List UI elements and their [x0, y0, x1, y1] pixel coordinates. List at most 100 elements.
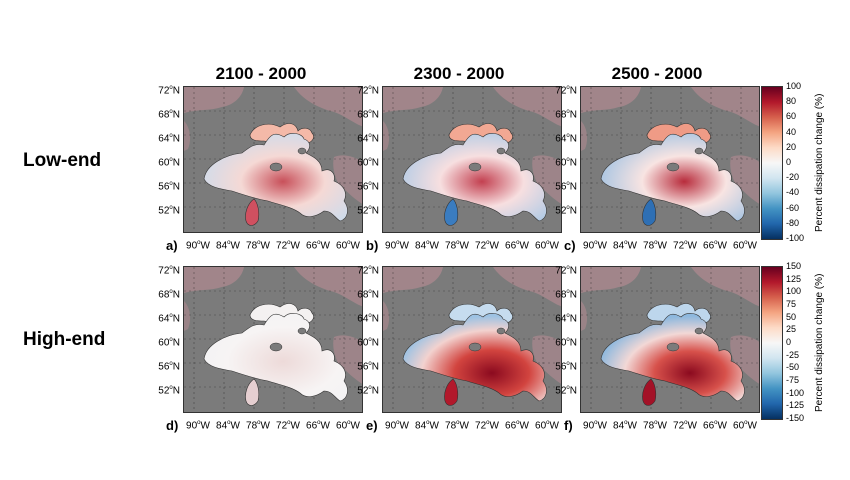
colorbar-tick: -75: [786, 375, 800, 385]
colorbar-tick: 125: [786, 273, 802, 284]
colorbar-tick: 50: [786, 311, 797, 322]
colorbar-low-end: [761, 86, 783, 240]
colorbar-tick: -60: [786, 202, 800, 213]
latitude-tick: 56oN: [158, 361, 180, 373]
latitude-tick: 52oN: [555, 205, 577, 217]
colorbar-label-high-end: Percent dissipation change (%): [814, 273, 825, 412]
latitude-tick: 72oN: [357, 85, 379, 97]
land-mass: [493, 267, 561, 307]
colorbar-tick: -40: [786, 187, 800, 198]
land-mass: [581, 87, 641, 113]
land-mass: [581, 121, 588, 151]
latitude-tick: 68oN: [158, 109, 180, 121]
island: [269, 162, 283, 172]
colorbar-tick: 0: [786, 337, 792, 347]
land-mass: [184, 267, 244, 293]
latitude-tick: 56oN: [357, 181, 379, 193]
longitude-tick: 84oW: [415, 420, 439, 432]
land-mass: [493, 87, 561, 127]
island: [297, 327, 307, 335]
latitude-tick: 60oN: [158, 337, 180, 349]
column-title-2100: 2100 - 2000: [215, 64, 307, 83]
longitude-tick: 78oW: [246, 420, 270, 432]
land-mass: [532, 155, 561, 204]
column-title-2300: 2300 - 2000: [413, 64, 505, 83]
latitude-tick: 60oN: [555, 157, 577, 169]
land-mass: [184, 121, 191, 151]
panel-label-f: f): [564, 418, 573, 433]
james-bay: [444, 378, 459, 406]
island: [496, 147, 506, 155]
latitude-tick: 64oN: [158, 133, 180, 145]
latitude-tick: 52oN: [158, 385, 180, 397]
land-mass: [184, 301, 191, 331]
colorbar-tick: -100: [786, 387, 805, 398]
james-bay: [444, 198, 459, 226]
longitude-tick: 66oW: [306, 240, 330, 252]
land-mass: [184, 87, 244, 113]
longitude-tick: 90oW: [385, 240, 409, 252]
colorbar-tick: 100: [786, 81, 802, 91]
latitude-tick: 68oN: [158, 289, 180, 301]
latitude-tick: 64oN: [555, 313, 577, 325]
colorbar-tick: -25: [786, 349, 800, 360]
island: [666, 342, 680, 352]
latitude-tick: 64oN: [158, 313, 180, 325]
longitude-tick: 78oW: [643, 240, 667, 252]
latitude-tick: 72oN: [555, 265, 577, 277]
row-label-high-end: High-end: [23, 329, 106, 350]
latitude-tick: 56oN: [158, 181, 180, 193]
panel-label-b: b): [366, 238, 379, 253]
longitude-tick: 78oW: [643, 420, 667, 432]
longitude-tick: 90oW: [583, 240, 607, 252]
colorbar-tick: -125: [786, 400, 805, 411]
land-mass: [691, 267, 759, 307]
latitude-tick: 64oN: [555, 133, 577, 145]
longitude-tick: 84oW: [613, 420, 637, 432]
longitude-tick: 90oW: [385, 420, 409, 432]
colorbar-tick: -20: [786, 172, 800, 183]
land-mass: [383, 267, 443, 293]
land-mass: [333, 155, 362, 204]
longitude-tick: 72oW: [276, 240, 300, 252]
map-panel-c: [580, 86, 760, 233]
map-panel-a: [183, 86, 363, 233]
latitude-tick: 56oN: [555, 361, 577, 373]
longitude-tick: 72oW: [276, 420, 300, 432]
map-panel-d: [183, 266, 363, 413]
island: [269, 342, 283, 352]
latitude-tick: 72oN: [555, 85, 577, 97]
land-mass: [383, 301, 390, 331]
latitude-tick: 60oN: [555, 337, 577, 349]
longitude-tick: 66oW: [505, 420, 529, 432]
panel-label-c: c): [564, 238, 576, 253]
colorbar-label-low-end: Percent dissipation change (%): [814, 93, 825, 232]
island: [694, 327, 704, 335]
land-mass: [294, 87, 362, 127]
james-bay: [245, 198, 260, 226]
colorbar-tick: -150: [786, 413, 805, 423]
longitude-tick: 66oW: [703, 420, 727, 432]
latitude-tick: 56oN: [357, 361, 379, 373]
latitude-tick: 60oN: [357, 337, 379, 349]
colorbar-tick: 0: [786, 157, 792, 167]
island: [496, 327, 506, 335]
land-mass: [532, 335, 561, 384]
row-label-low-end: Low-end: [23, 150, 102, 171]
longitude-tick: 90oW: [186, 420, 210, 432]
panel-label-d: d): [166, 418, 179, 433]
latitude-tick: 60oN: [158, 157, 180, 169]
land-mass: [333, 335, 362, 384]
map-panel-b: [382, 86, 562, 233]
colorbar-tick: 100: [786, 286, 802, 297]
map-panel-e: [382, 266, 562, 413]
land-mass: [383, 87, 443, 113]
longitude-tick: 78oW: [445, 240, 469, 252]
latitude-tick: 64oN: [357, 313, 379, 325]
longitude-tick: 60oW: [535, 420, 559, 432]
island: [666, 162, 680, 172]
colorbar-tick: 25: [786, 324, 797, 335]
colorbar-tick: 40: [786, 126, 797, 137]
panel-label-e: e): [366, 418, 378, 433]
land-mass: [581, 267, 641, 293]
